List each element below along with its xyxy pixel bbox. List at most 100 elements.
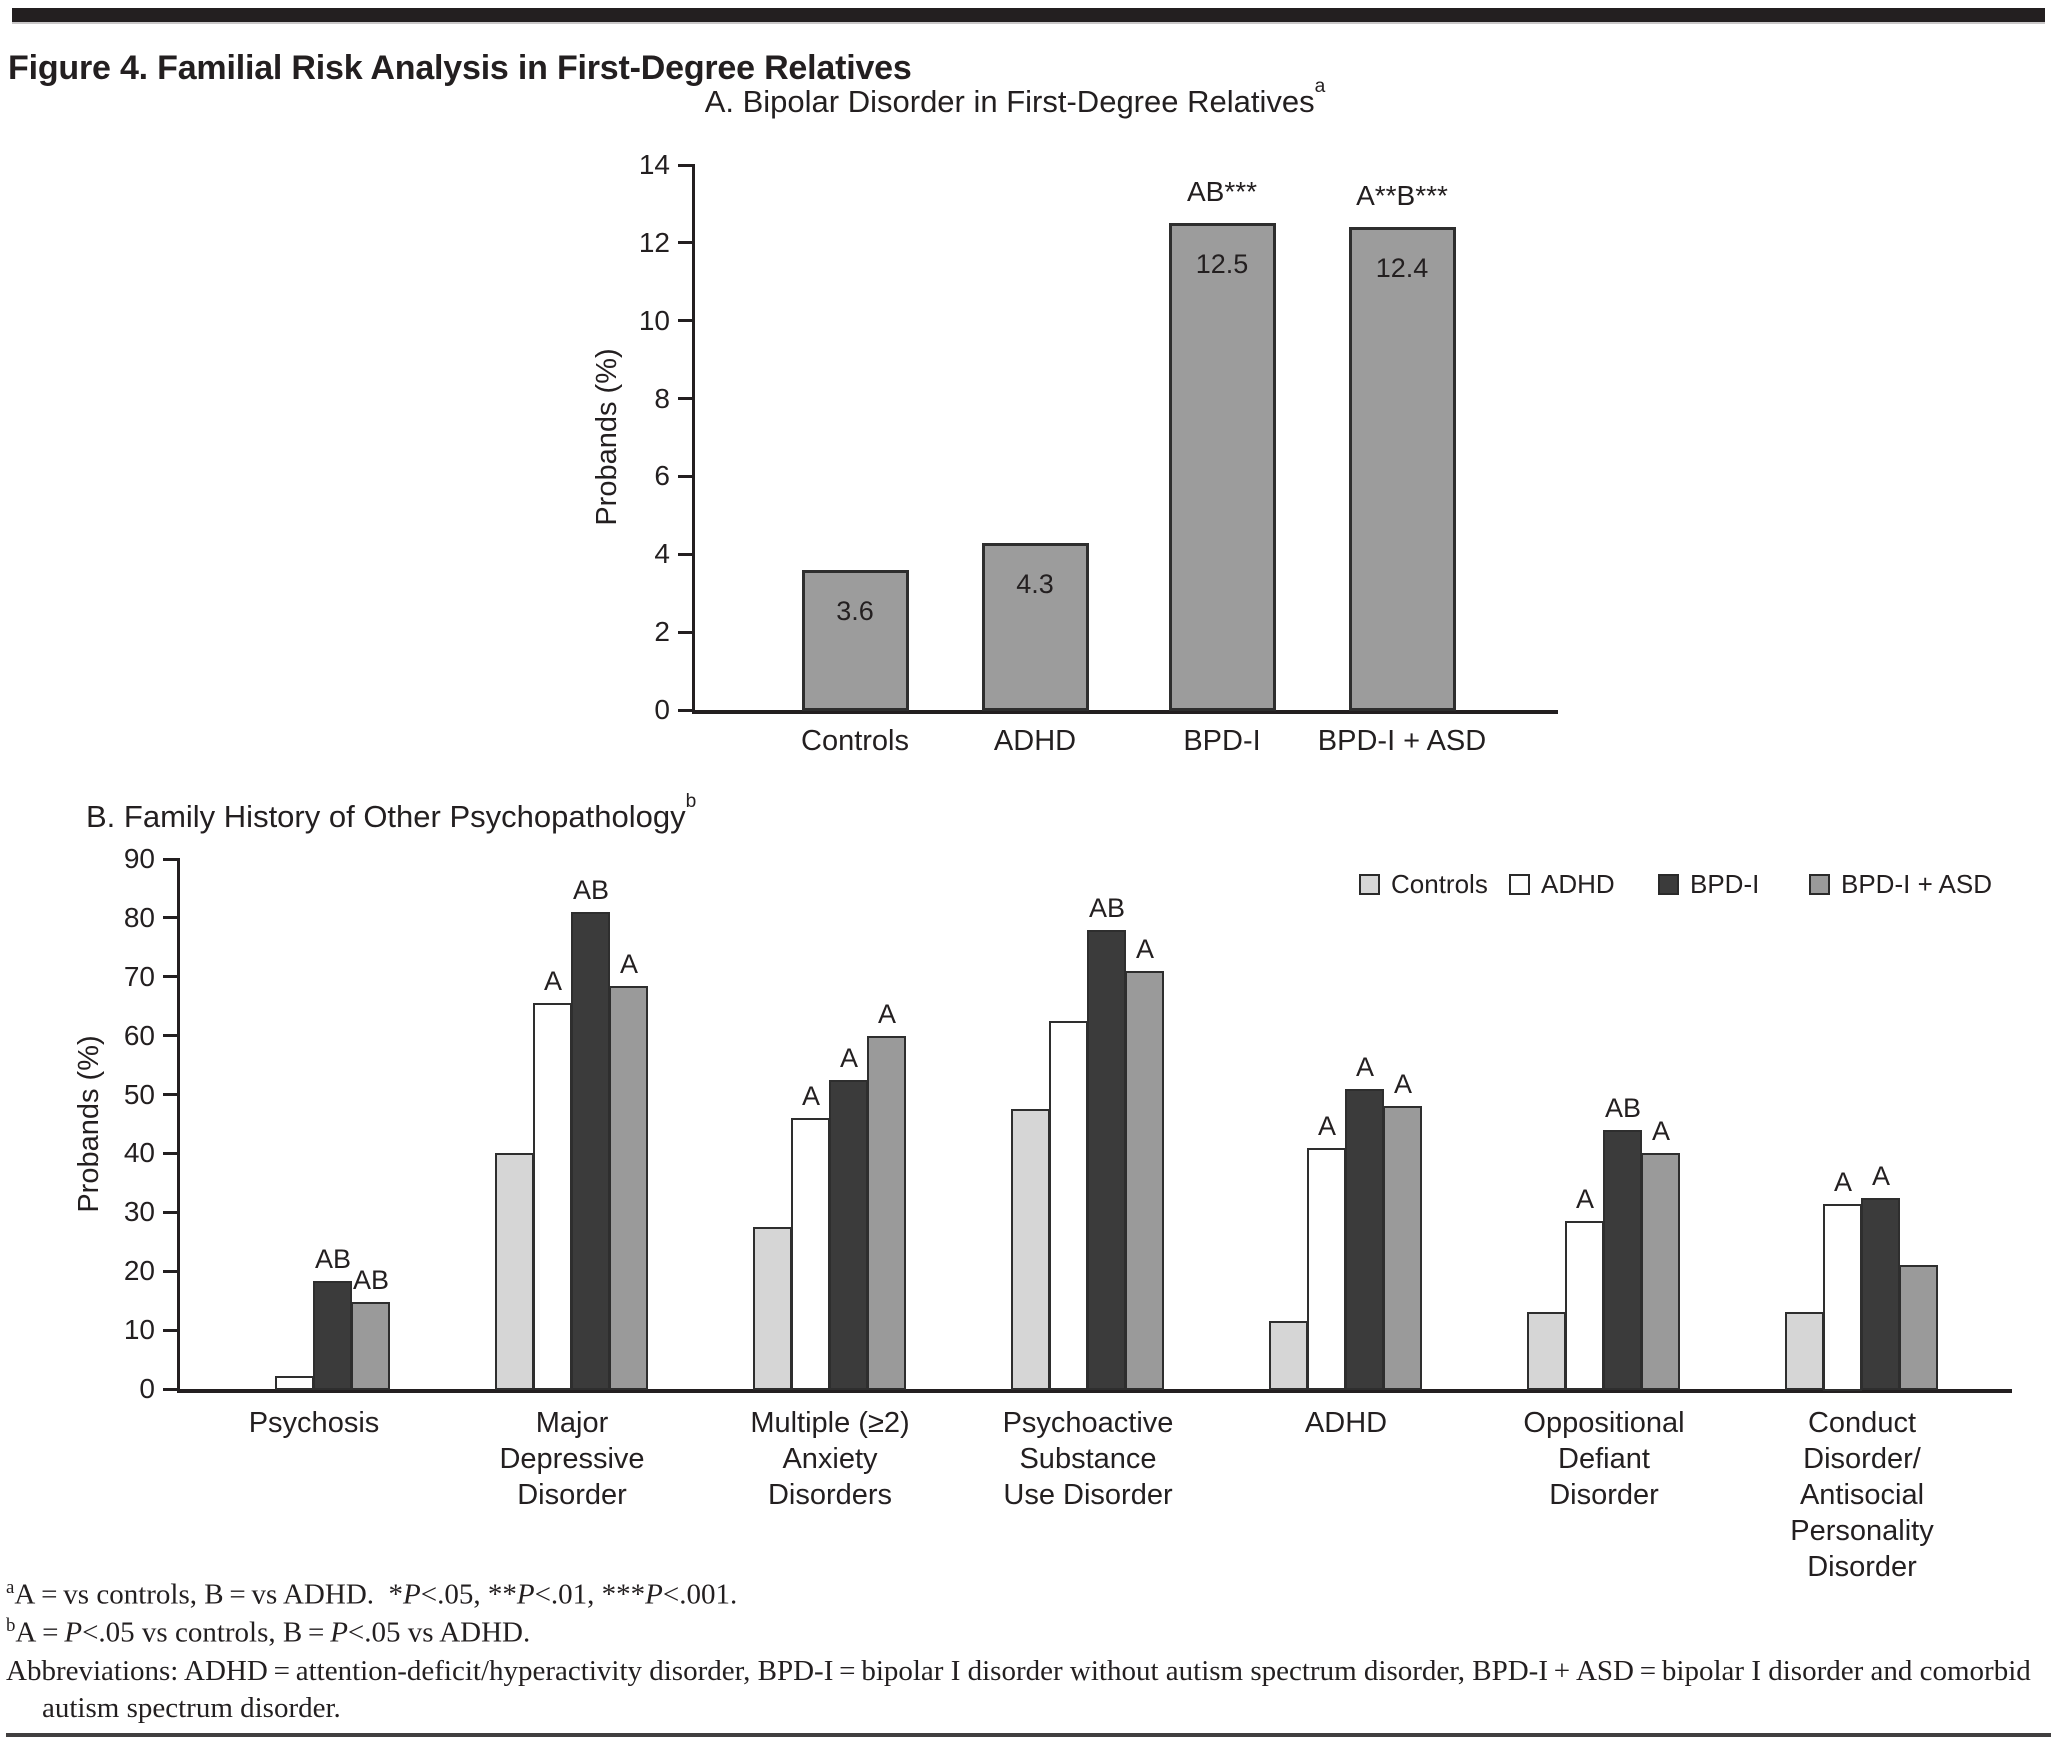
y-tick — [678, 709, 695, 712]
category-label: ADHD — [1304, 1407, 1388, 1439]
y-tick — [163, 858, 180, 861]
chart-a-title-text: A. Bipolar Disorder in First-Degree Rela… — [704, 84, 1315, 119]
value-label: 12.5 — [1195, 249, 1249, 279]
y-tick — [678, 631, 695, 634]
y-tick — [163, 1211, 180, 1214]
legend-swatch — [1509, 873, 1530, 895]
legend-swatch — [1359, 873, 1380, 895]
category-label: Conduct Disorder/Antisocial Personality Dis… — [1790, 1407, 1934, 1583]
significance-label: A — [619, 949, 638, 979]
chart-b-title: B. Family History of Other Psychopatholo… — [86, 791, 696, 835]
value-label: 4.3 — [1016, 569, 1054, 599]
y-tick — [678, 397, 695, 400]
significance-label: A — [1575, 1184, 1594, 1214]
y-tick-label: 12 — [638, 227, 670, 258]
y-tick-label: 0 — [654, 694, 670, 725]
bar — [1641, 1153, 1680, 1390]
legend-swatch — [1658, 873, 1679, 895]
significance-label: A — [877, 999, 896, 1029]
category-label: Major Depressive Disorder — [499, 1407, 645, 1511]
y-tick — [678, 319, 695, 322]
category-label: Psychosis — [248, 1407, 380, 1439]
y-tick — [678, 553, 695, 556]
significance-label: AB — [1604, 1093, 1642, 1123]
bar — [1169, 223, 1276, 711]
bar — [1269, 1321, 1308, 1390]
bar — [1823, 1204, 1862, 1391]
y-tick — [163, 1093, 180, 1096]
legend-swatch — [1809, 873, 1830, 895]
category-label: Multiple (≥2) Anxiety Disorders — [750, 1407, 910, 1511]
y-tick-label: 2 — [654, 616, 670, 647]
y-axis-title: Probands (%) — [591, 348, 623, 526]
footnotes: aA = vs controls, B = vs ADHD. *P<.05, *… — [6, 1576, 2052, 1728]
bar — [791, 1118, 830, 1390]
significance-label: A — [1651, 1116, 1670, 1146]
category-label: Controls — [801, 725, 909, 757]
y-axis-line — [692, 165, 695, 712]
y-tick-label: 4 — [654, 538, 670, 569]
y-tick-label: 30 — [123, 1196, 155, 1227]
significance-label: AB*** — [1186, 176, 1258, 207]
figure-title: Figure 4. Familial Risk Analysis in Firs… — [8, 48, 912, 87]
bar — [753, 1227, 792, 1390]
significance-label: A — [801, 1081, 820, 1111]
bar — [1527, 1312, 1566, 1390]
y-tick — [163, 1329, 180, 1332]
y-tick — [163, 1152, 180, 1155]
y-tick — [163, 1034, 180, 1037]
significance-label: A**B*** — [1356, 180, 1448, 211]
significance-label: A — [1135, 934, 1154, 964]
y-tick-label: 6 — [654, 460, 670, 491]
y-tick-label: 8 — [654, 383, 670, 414]
significance-label: A — [1317, 1111, 1336, 1141]
x-axis-line — [177, 1389, 2012, 1393]
significance-label: AB — [314, 1244, 352, 1274]
legend-label: ADHD — [1541, 868, 1615, 899]
footnote-b: bA = P<.05 vs controls, B = P<.05 vs ADH… — [6, 1615, 531, 1649]
footnote-abbreviations: Abbreviations: ADHD = attention-deficit/… — [6, 1654, 2031, 1725]
x-axis-line — [692, 710, 1558, 714]
bar — [1345, 1089, 1384, 1390]
y-tick — [678, 241, 695, 244]
legend-item-bpd-i-asd: BPD-I + ASD — [1809, 869, 1992, 899]
bar — [1349, 227, 1456, 711]
bar — [1125, 971, 1164, 1390]
significance-label: A — [1355, 1052, 1374, 1082]
legend-label: BPD-I — [1690, 868, 1760, 899]
y-tick-label: 90 — [123, 843, 155, 874]
y-tick-label: 20 — [123, 1255, 155, 1286]
bar — [1565, 1221, 1604, 1390]
y-tick — [163, 916, 180, 919]
category-label: BPD-I — [1183, 725, 1261, 757]
bar — [571, 912, 610, 1390]
y-axis-line — [177, 859, 180, 1391]
y-tick-label: 14 — [638, 149, 670, 180]
significance-label: AB — [572, 875, 610, 905]
chart-a-title-superscript: a — [1314, 76, 1326, 98]
y-tick-label: 60 — [123, 1020, 155, 1051]
bar — [1861, 1198, 1900, 1390]
bar — [533, 1003, 572, 1390]
value-label: 3.6 — [836, 596, 874, 626]
legend-item-bpd-i: BPD-I — [1658, 868, 1760, 899]
y-tick-label: 10 — [638, 305, 670, 336]
bar — [313, 1281, 352, 1390]
y-tick — [678, 475, 695, 478]
bar — [1049, 1021, 1088, 1390]
chart-b-title-text: B. Family History of Other Psychopatholo… — [86, 799, 686, 834]
y-tick-label: 50 — [123, 1079, 155, 1110]
bar — [1383, 1106, 1422, 1390]
y-tick — [678, 164, 695, 167]
significance-label: A — [1833, 1167, 1852, 1197]
bar — [1307, 1148, 1346, 1390]
y-tick-label: 40 — [123, 1137, 155, 1168]
footnote-a: aA = vs controls, B = vs ADHD. *P<.05, *… — [6, 1577, 738, 1611]
bar — [275, 1376, 314, 1390]
bar — [982, 543, 1089, 711]
category-label: ADHD — [993, 725, 1077, 757]
significance-label: A — [1871, 1161, 1890, 1191]
y-tick-label: 70 — [123, 961, 155, 992]
bar — [1899, 1265, 1938, 1390]
